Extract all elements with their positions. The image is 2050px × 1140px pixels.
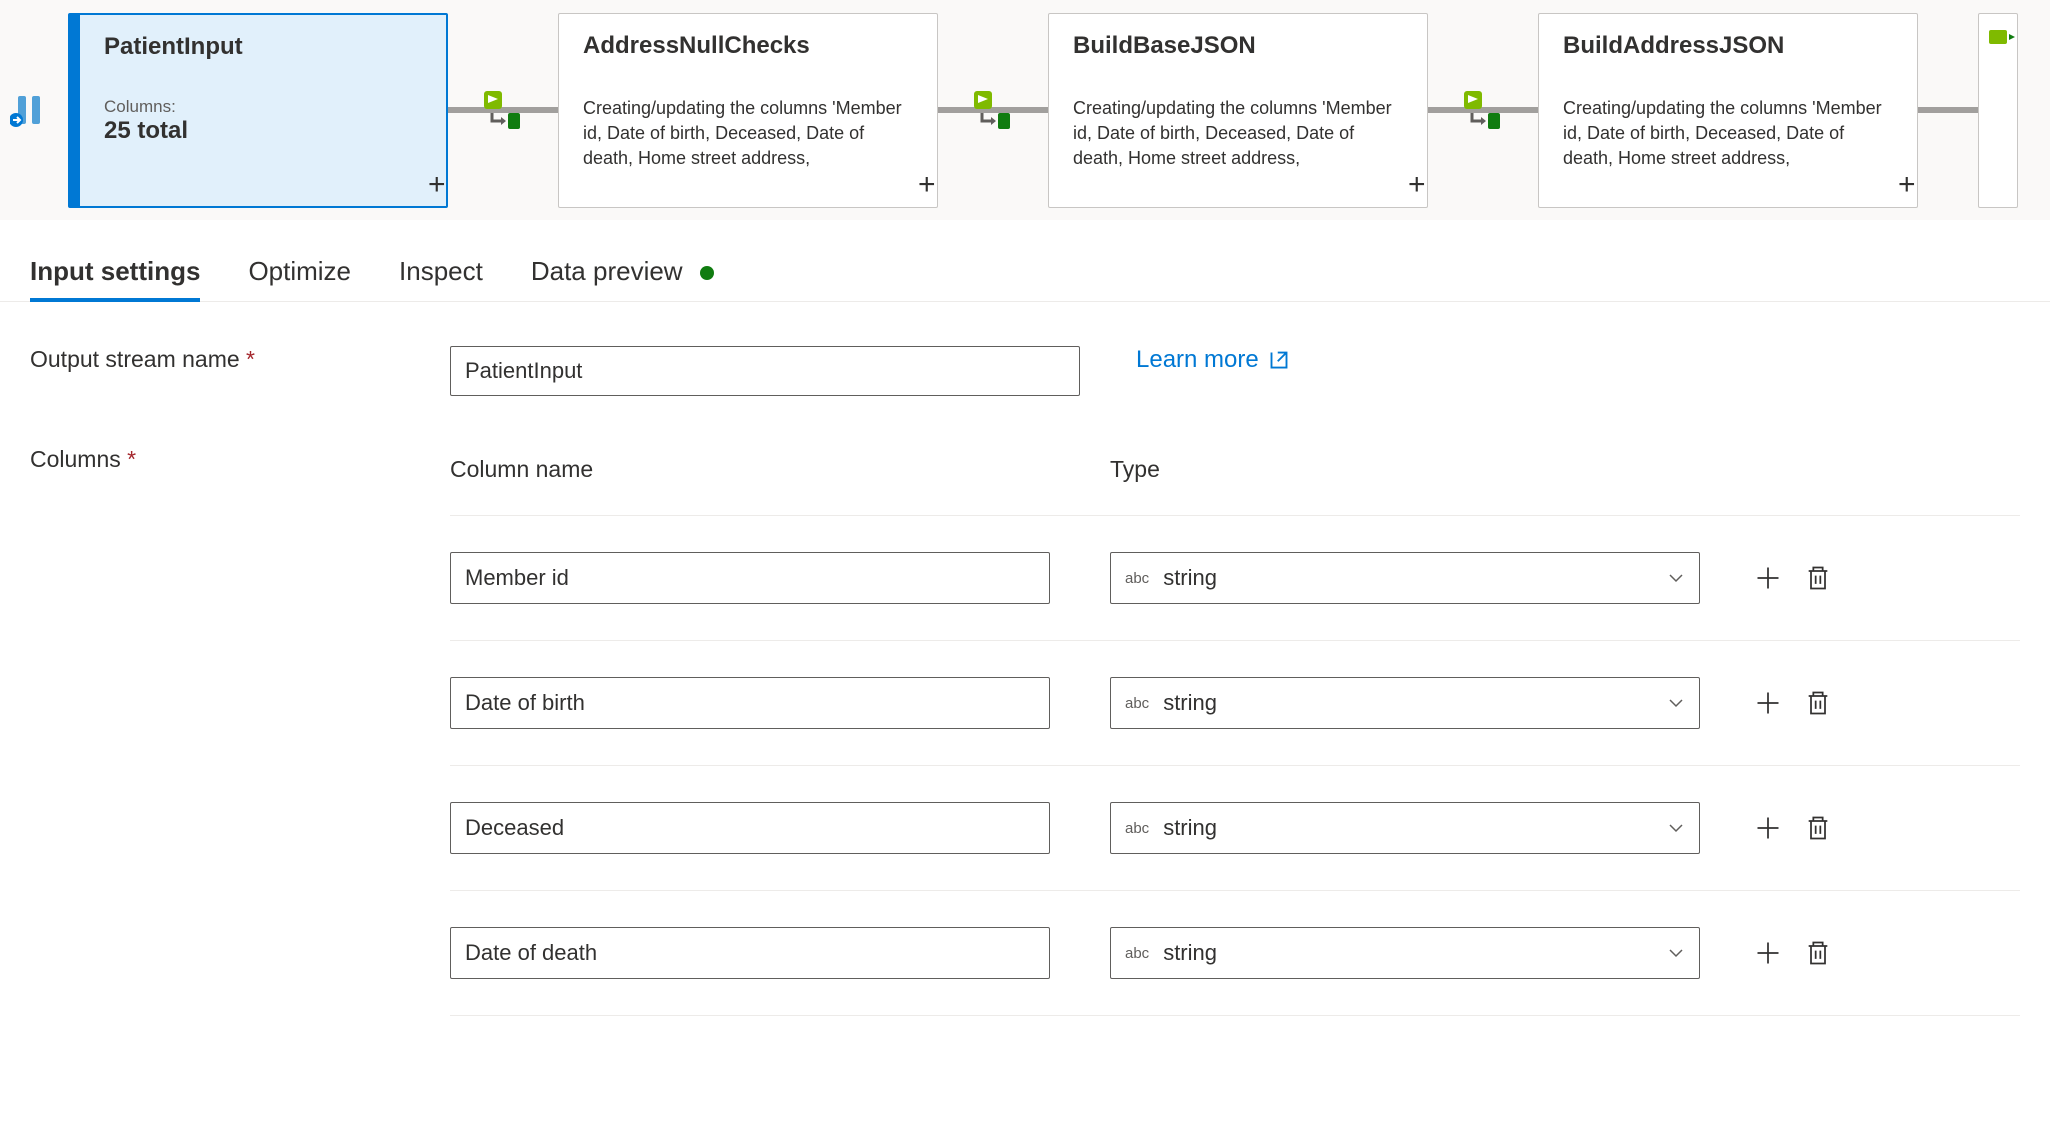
type-prefix: abc	[1125, 695, 1149, 712]
add-icon[interactable]	[1754, 564, 1782, 592]
add-node-button[interactable]: +	[1408, 168, 1426, 202]
node-columns-count: 25 total	[104, 117, 422, 145]
column-name-input[interactable]	[450, 552, 1050, 604]
row-actions	[1754, 814, 1832, 842]
node-title: PatientInput	[104, 33, 422, 61]
column-row: abc string	[450, 516, 2020, 641]
add-node-button[interactable]: +	[428, 168, 446, 202]
type-value: string	[1163, 565, 1217, 591]
derived-column-icon	[1458, 85, 1508, 135]
column-header-type: Type	[1110, 456, 1160, 483]
columns-table: Column name Type abc string	[450, 446, 2020, 1016]
type-prefix: abc	[1125, 570, 1149, 587]
status-indicator-icon	[700, 266, 714, 280]
add-node-button[interactable]: +	[1898, 168, 1916, 202]
learn-more-link[interactable]: Learn more	[1136, 346, 1289, 374]
tab-optimize[interactable]: Optimize	[248, 256, 351, 301]
settings-panel: Output stream name * Learn more Columns …	[0, 302, 2050, 1060]
column-name-input[interactable]	[450, 677, 1050, 729]
add-node-button[interactable]: +	[918, 168, 936, 202]
node-title: BuildBaseJSON	[1073, 32, 1403, 60]
derived-column-icon	[478, 85, 528, 135]
required-indicator: *	[246, 346, 255, 372]
node-description: Creating/updating the columns 'Member id…	[1073, 96, 1403, 172]
column-name-input[interactable]	[450, 802, 1050, 854]
node-description: Creating/updating the columns 'Member id…	[1563, 96, 1893, 172]
chevron-down-icon	[1669, 698, 1683, 708]
tab-label: Data preview	[531, 256, 683, 286]
type-prefix: abc	[1125, 945, 1149, 962]
label-text: Output stream name	[30, 346, 240, 372]
column-header-name: Column name	[450, 456, 1110, 483]
flow-node-address-null-checks[interactable]: AddressNullChecks Creating/updating the …	[558, 13, 938, 208]
flow-node-build-base-json[interactable]: BuildBaseJSON Creating/updating the colu…	[1048, 13, 1428, 208]
tab-input-settings[interactable]: Input settings	[30, 256, 200, 301]
link-text: Learn more	[1136, 346, 1259, 374]
column-row: abc string	[450, 641, 2020, 766]
column-type-select[interactable]: abc string	[1110, 552, 1700, 604]
source-icon	[8, 84, 60, 136]
tabs: Input settings Optimize Inspect Data pre…	[0, 220, 2050, 302]
setting-label: Output stream name *	[30, 346, 450, 373]
node-title: BuildAddressJSON	[1563, 32, 1893, 60]
columns-section: Columns * Column name Type abc string	[30, 446, 2020, 1016]
delete-icon[interactable]	[1804, 564, 1832, 592]
columns-header: Column name Type	[450, 446, 2020, 516]
column-name-input[interactable]	[450, 927, 1050, 979]
setting-label: Columns *	[30, 446, 450, 473]
chevron-down-icon	[1669, 573, 1683, 583]
column-type-select[interactable]: abc string	[1110, 677, 1700, 729]
label-text: Columns	[30, 446, 121, 472]
node-columns-label: Columns:	[104, 97, 422, 117]
add-icon[interactable]	[1754, 814, 1782, 842]
delete-icon[interactable]	[1804, 939, 1832, 967]
flow-node-next[interactable]	[1978, 13, 2018, 208]
column-row: abc string	[450, 766, 2020, 891]
column-type-select[interactable]: abc string	[1110, 802, 1700, 854]
chevron-down-icon	[1669, 948, 1683, 958]
delete-icon[interactable]	[1804, 689, 1832, 717]
delete-icon[interactable]	[1804, 814, 1832, 842]
type-value: string	[1163, 940, 1217, 966]
tab-inspect[interactable]: Inspect	[399, 256, 483, 301]
node-description: Creating/updating the columns 'Member id…	[583, 96, 913, 172]
flow-diagram: PatientInput Columns: 25 total + Address…	[0, 0, 2050, 220]
type-prefix: abc	[1125, 820, 1149, 837]
node-title: AddressNullChecks	[583, 32, 913, 60]
tab-data-preview[interactable]: Data preview	[531, 256, 714, 301]
type-value: string	[1163, 690, 1217, 716]
setting-output-stream: Output stream name * Learn more	[30, 346, 2020, 396]
external-link-icon	[1269, 350, 1289, 370]
chevron-down-icon	[1669, 823, 1683, 833]
flow-node-build-address-json[interactable]: BuildAddressJSON Creating/updating the c…	[1538, 13, 1918, 208]
row-actions	[1754, 689, 1832, 717]
flow-node-patient-input[interactable]: PatientInput Columns: 25 total	[68, 13, 448, 208]
row-actions	[1754, 564, 1832, 592]
derived-column-icon	[968, 85, 1018, 135]
column-row: abc string	[450, 891, 2020, 1016]
add-icon[interactable]	[1754, 689, 1782, 717]
row-actions	[1754, 939, 1832, 967]
output-stream-input[interactable]	[450, 346, 1080, 396]
type-value: string	[1163, 815, 1217, 841]
column-type-select[interactable]: abc string	[1110, 927, 1700, 979]
add-icon[interactable]	[1754, 939, 1782, 967]
required-indicator: *	[127, 446, 136, 472]
